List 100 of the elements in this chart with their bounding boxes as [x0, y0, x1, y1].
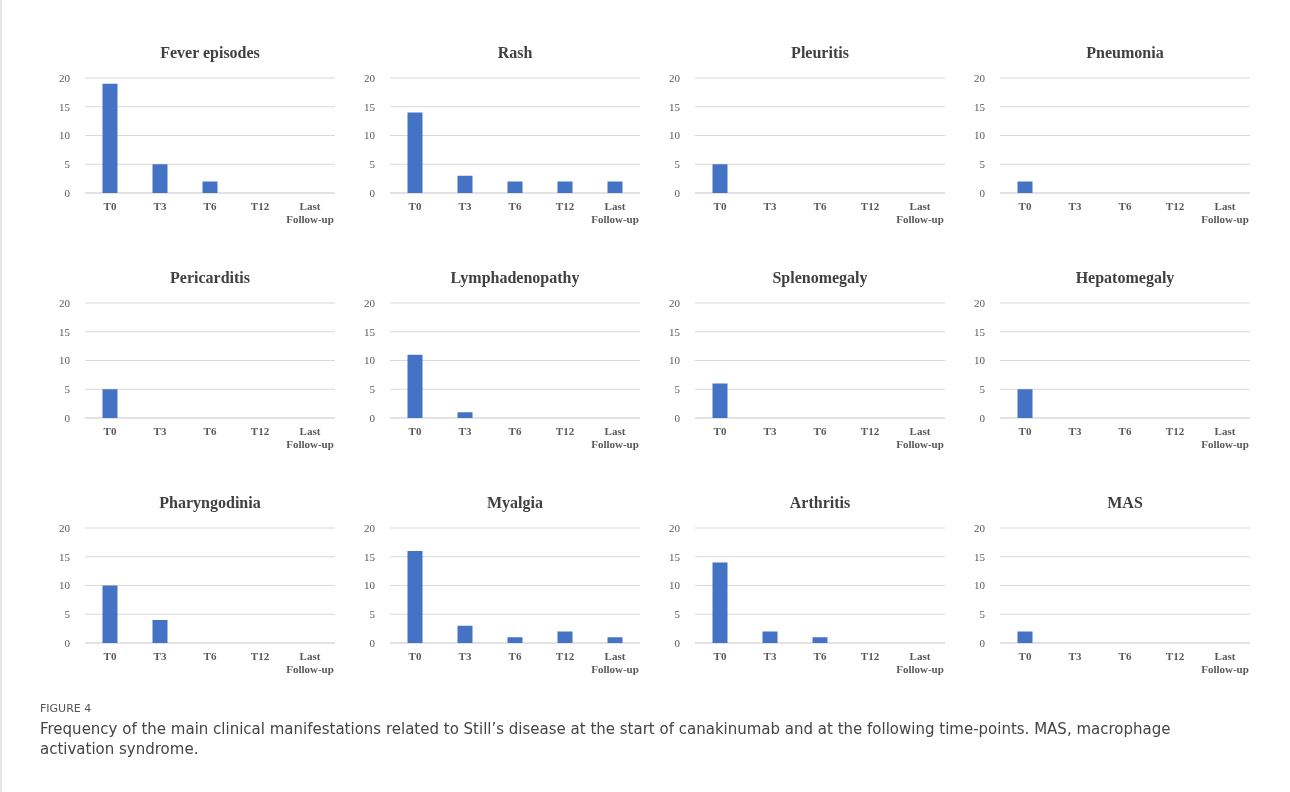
y-tick-label: 0	[674, 411, 681, 424]
y-tick-label: 10	[364, 579, 376, 592]
x-tick-label: T12	[555, 650, 575, 662]
x-tick-label: T12	[555, 200, 575, 212]
y-tick-label: 5	[64, 608, 71, 621]
y-tick-label: 10	[669, 129, 681, 142]
y-tick-label: 5	[674, 383, 681, 396]
x-tick-label: Last Follow-up	[896, 650, 944, 675]
bar	[607, 637, 623, 643]
x-tick-label: T6	[508, 650, 522, 662]
bar	[812, 637, 828, 643]
x-tick-label: T0	[1018, 650, 1032, 662]
y-tick-label: 20	[974, 71, 986, 84]
x-tick-label: T3	[458, 650, 472, 662]
x-tick-label: T6	[508, 200, 522, 212]
x-tick-label: Last Follow-up	[896, 200, 944, 225]
bar	[712, 562, 728, 643]
y-tick-label: 20	[669, 521, 681, 534]
x-tick-label: T12	[250, 650, 270, 662]
y-tick-label: 5	[674, 158, 681, 171]
bar	[762, 631, 778, 643]
x-tick-label: T12	[1165, 200, 1185, 212]
bar	[507, 181, 523, 193]
y-tick-label: 10	[669, 354, 681, 367]
x-tick-label: T12	[1165, 650, 1185, 662]
y-tick-label: 0	[64, 411, 71, 424]
x-tick-label: T0	[408, 200, 422, 212]
chart-title: Pericarditis	[170, 269, 250, 286]
x-tick-label: T3	[153, 425, 167, 437]
x-tick-label: Last Follow-up	[1201, 200, 1249, 225]
bar	[152, 164, 168, 193]
y-tick-label: 15	[364, 550, 376, 563]
x-tick-label: Last Follow-up	[896, 425, 944, 450]
x-tick-label: T0	[408, 425, 422, 437]
y-tick-label: 0	[674, 636, 681, 649]
x-tick-label: T6	[1118, 650, 1132, 662]
y-tick-label: 20	[364, 521, 376, 534]
y-tick-label: 5	[64, 158, 71, 171]
y-tick-label: 15	[59, 550, 71, 563]
y-tick-label: 20	[59, 71, 71, 84]
x-tick-label: T6	[203, 425, 217, 437]
chart-title: Lymphadenopathy	[450, 269, 580, 287]
x-tick-label: Last Follow-up	[1201, 425, 1249, 450]
chart-title: MAS	[1107, 494, 1143, 511]
y-tick-label: 20	[59, 296, 71, 309]
y-tick-label: 0	[674, 186, 681, 199]
chart-title: Splenomegaly	[772, 269, 868, 287]
y-tick-label: 10	[974, 129, 986, 142]
y-tick-label: 20	[974, 521, 986, 534]
y-tick-label: 10	[669, 579, 681, 592]
x-tick-label: T0	[1018, 425, 1032, 437]
y-tick-label: 20	[669, 296, 681, 309]
y-tick-label: 0	[64, 636, 71, 649]
x-tick-label: T6	[1118, 200, 1132, 212]
y-tick-label: 5	[979, 608, 986, 621]
chart-title: Myalgia	[487, 494, 543, 512]
y-tick-label: 0	[369, 636, 376, 649]
x-tick-label: T12	[555, 425, 575, 437]
y-tick-label: 15	[364, 100, 376, 113]
bar	[457, 175, 473, 193]
x-tick-label: T3	[1068, 200, 1082, 212]
y-tick-label: 0	[979, 411, 986, 424]
x-tick-label: Last Follow-up	[286, 200, 334, 225]
x-tick-label: T3	[1068, 650, 1082, 662]
x-tick-label: T12	[860, 200, 880, 212]
x-tick-label: T3	[763, 200, 777, 212]
x-tick-label: Last Follow-up	[286, 650, 334, 675]
chart-title: Hepatomegaly	[1075, 269, 1175, 287]
bar	[202, 181, 218, 193]
chart-title: Pneumonia	[1086, 44, 1164, 61]
chart-title: Rash	[497, 44, 533, 61]
y-tick-label: 20	[669, 71, 681, 84]
y-tick-label: 15	[669, 325, 681, 338]
y-tick-label: 15	[364, 325, 376, 338]
y-tick-label: 15	[974, 550, 986, 563]
x-tick-label: T6	[203, 200, 217, 212]
x-tick-label: Last Follow-up	[591, 425, 639, 450]
x-tick-label: Last Follow-up	[1201, 650, 1249, 675]
y-tick-label: 5	[979, 158, 986, 171]
y-tick-label: 5	[64, 383, 71, 396]
x-tick-label: T12	[860, 425, 880, 437]
y-tick-label: 15	[59, 100, 71, 113]
x-tick-label: T3	[153, 650, 167, 662]
y-tick-label: 10	[974, 354, 986, 367]
y-tick-label: 0	[64, 186, 71, 199]
y-tick-label: 5	[979, 383, 986, 396]
x-tick-label: T0	[103, 200, 117, 212]
x-tick-label: T12	[1165, 425, 1185, 437]
chart-title: Pleuritis	[791, 44, 849, 61]
y-tick-label: 5	[369, 383, 376, 396]
y-tick-label: 10	[59, 129, 71, 142]
x-tick-label: T12	[860, 650, 880, 662]
bar	[407, 551, 423, 643]
x-tick-label: T6	[203, 650, 217, 662]
x-tick-label: T6	[1118, 425, 1132, 437]
bar	[102, 83, 118, 193]
x-tick-label: T0	[713, 200, 727, 212]
x-tick-label: T0	[103, 425, 117, 437]
y-tick-label: 10	[59, 579, 71, 592]
chart-title: Arthritis	[789, 494, 851, 511]
